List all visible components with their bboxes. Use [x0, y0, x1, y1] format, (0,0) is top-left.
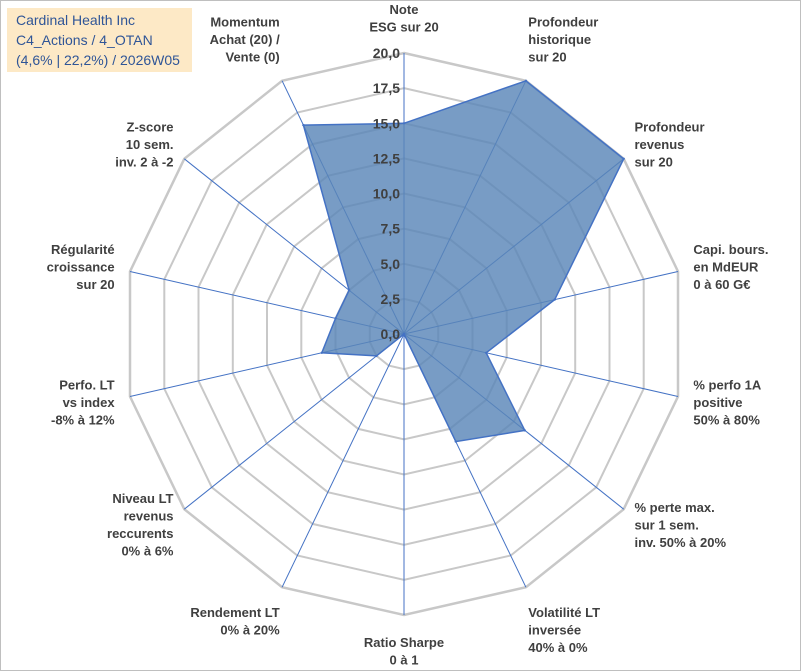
series-area — [302, 79, 625, 443]
tick-label: 12,5 — [373, 150, 400, 166]
tick-label: 15,0 — [373, 115, 400, 131]
axis-label: Volatilité LT inversée 40% à 0% — [528, 605, 600, 655]
tick-label: 7,5 — [381, 221, 401, 237]
data-point — [622, 157, 625, 160]
data-point — [302, 123, 305, 127]
radar-series — [302, 79, 625, 443]
axis-label: Capi. bours. en MdEUR 0 à 60 G€ — [693, 242, 768, 292]
data-point — [334, 317, 337, 320]
radar-tick-labels: 0,0 2,5 5,0 7,5 10,0 12,5 15,0 17,5 20,0 — [373, 45, 400, 342]
data-point — [347, 289, 351, 292]
axis-label: % perte max. sur 1 sem. inv. 50% à 20% — [635, 500, 727, 550]
radar-axis-labels: Note ESG sur 20 Profondeur historique sur 20… — [47, 2, 769, 668]
tick-label: 2,5 — [381, 291, 401, 307]
axis-label: Momentum Achat (20) / Vente (0) — [210, 15, 280, 65]
axis-spoke — [183, 333, 405, 510]
axis-label: Profondeur historique sur 20 — [528, 15, 598, 65]
axis-label: Perfo. LT vs index -8% à 12% — [51, 378, 115, 428]
title-category: C4_Actions / 4_OTAN — [16, 32, 153, 48]
title-stats: (4,6% | 22,2%) / 2026W05 — [16, 52, 180, 68]
tick-label: 5,0 — [381, 256, 401, 272]
tick-label: 17,5 — [373, 80, 400, 96]
data-point — [402, 332, 406, 336]
data-point — [524, 79, 528, 83]
axis-label: Niveau LT revenus reccurents 0% à 6% — [107, 491, 174, 559]
axis-label: Note ESG sur 20 — [369, 2, 438, 35]
data-point — [523, 429, 526, 432]
data-point — [320, 351, 323, 354]
axis-label: Profondeur revenus sur 20 — [635, 120, 705, 170]
axis-label: Rendement LT 0% à 20% — [190, 605, 280, 638]
tick-label: 20,0 — [373, 45, 400, 61]
axis-label: Z-score 10 sem. inv. 2 à -2 — [115, 120, 173, 170]
axis-label: Ratio Sharpe 0 à 1 — [364, 635, 444, 668]
data-point — [375, 354, 378, 358]
data-point — [485, 351, 488, 354]
data-point — [402, 122, 406, 125]
axis-label: % perfo 1A positive 50% à 80% — [693, 378, 762, 428]
title-company: Cardinal Health Inc — [16, 12, 136, 28]
data-point — [454, 440, 457, 443]
title-box: Cardinal Health Inc C4_Actions / 4_OTAN … — [7, 8, 192, 72]
tick-label: 0,0 — [381, 326, 401, 342]
axis-label: Régularité croissance sur 20 — [47, 242, 115, 292]
tick-label: 10,0 — [373, 186, 400, 202]
axis-spoke — [281, 333, 405, 588]
data-point — [553, 298, 556, 301]
